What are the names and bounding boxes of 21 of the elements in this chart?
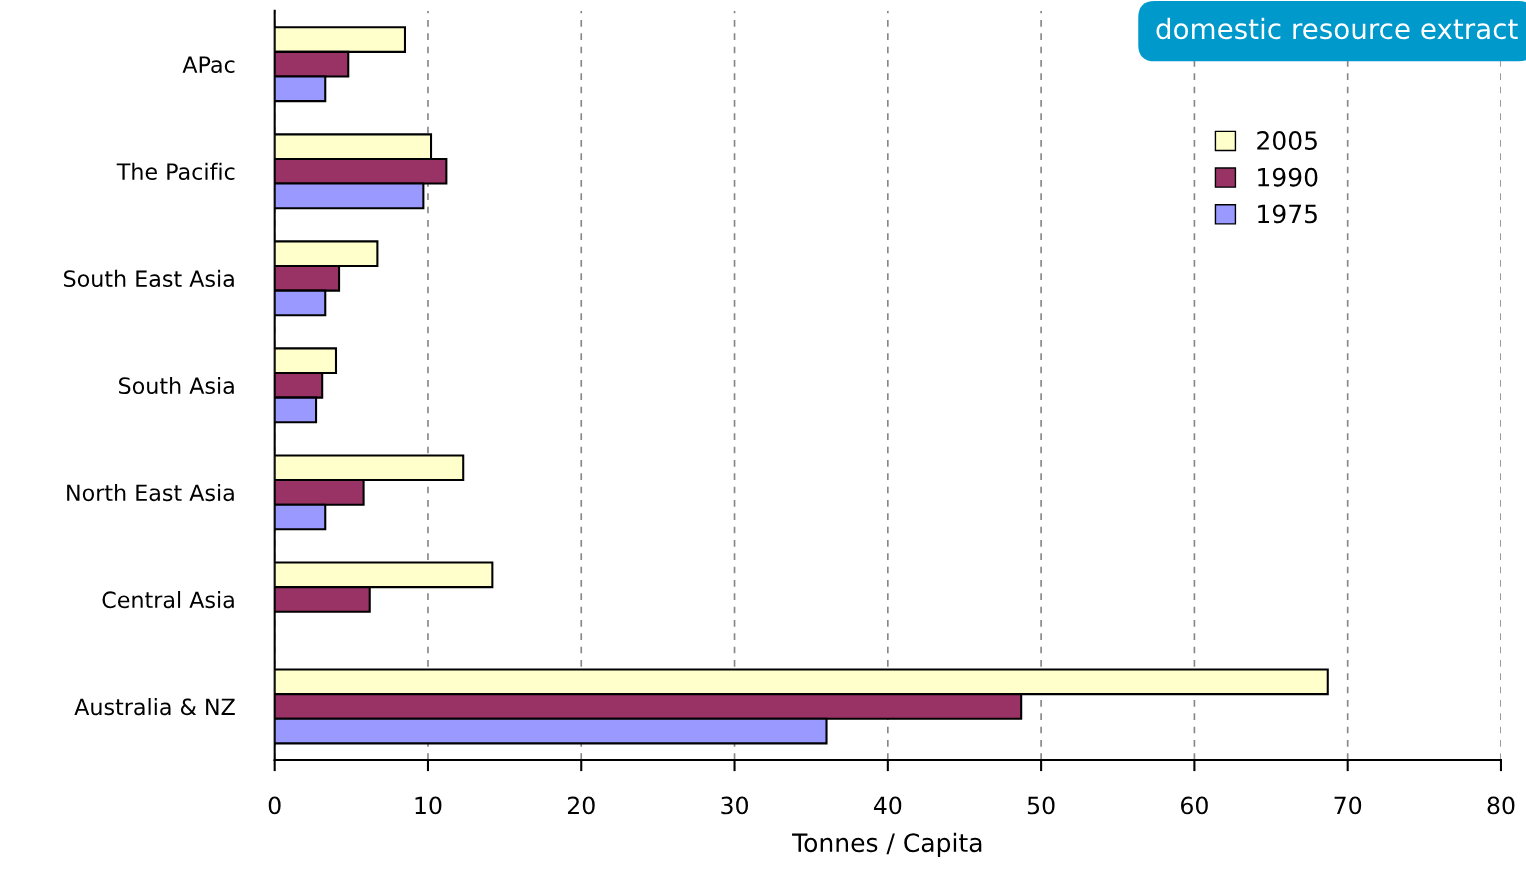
x-tick-label: 40 (873, 796, 902, 815)
x-tick-label: 80 (1487, 796, 1515, 815)
x-axis-title: Tonnes / Capita (792, 832, 982, 858)
legend-label: 2005 (1257, 131, 1317, 150)
y-tick-label: North East Asia (67, 483, 234, 502)
x-tick-label: 10 (415, 796, 442, 815)
y-tick-label: APac (182, 56, 235, 73)
x-tick-label: 50 (1027, 796, 1055, 815)
x-tick-label: 30 (721, 796, 748, 815)
annotation: domestic resource extract (1156, 17, 1518, 40)
legend-label: 1990 (1258, 167, 1318, 187)
x-tick-label: 20 (567, 796, 595, 815)
x-tick-label: 60 (1181, 796, 1208, 815)
y-tick-label: Central Asia (102, 590, 234, 609)
y-tick-label: The Pacific (116, 162, 235, 181)
legend-label: 1975 (1258, 204, 1317, 224)
x-tick-label: 70 (1334, 796, 1362, 815)
y-tick-label: South East Asia (64, 269, 234, 288)
x-tick-label: 0 (268, 796, 281, 815)
y-tick-label: South Asia (119, 376, 234, 395)
y-tick-label: Australia & NZ (74, 698, 235, 716)
